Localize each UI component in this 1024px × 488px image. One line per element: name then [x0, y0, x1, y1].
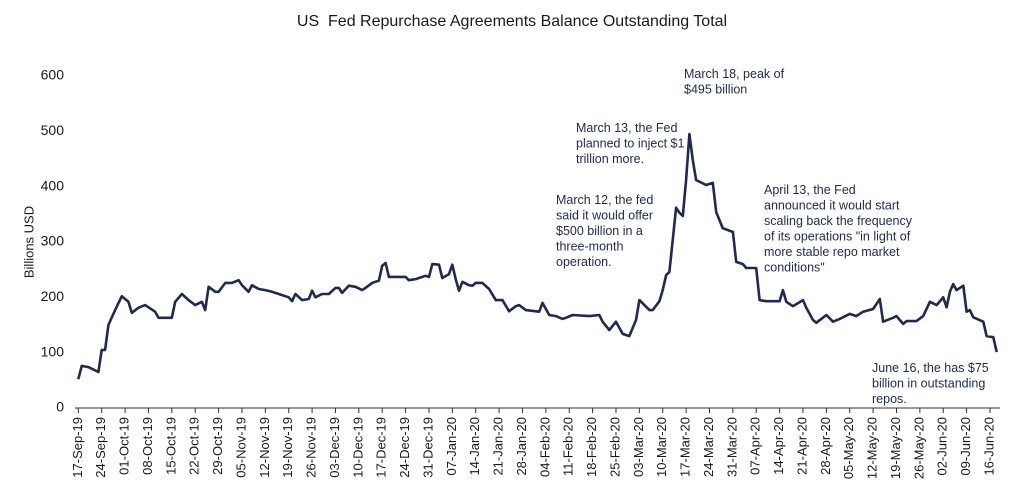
x-tick-label: 22-Oct-19 [187, 417, 202, 475]
annotation: said it would offer [556, 209, 653, 223]
y-tick-label: 400 [41, 177, 65, 193]
y-tick-label: 300 [41, 233, 65, 249]
annotation: three-month [556, 240, 623, 254]
x-tick-label: 21-Apr-20 [794, 417, 809, 475]
y-tick-label: 600 [41, 67, 65, 83]
x-tick-label: 26-May-20 [911, 417, 926, 479]
annotation: $500 billion in a [556, 224, 643, 238]
x-tick-label: 17-Dec-19 [374, 417, 389, 478]
annotation: announced it would start [764, 199, 900, 213]
x-tick-label: 18-Feb-20 [584, 417, 599, 477]
x-tick-label: 05-May-20 [841, 417, 856, 479]
x-tick-label: 29-Oct-19 [210, 417, 225, 475]
x-tick-label: 08-Oct-19 [140, 417, 155, 475]
x-tick-label: 14-Apr-20 [771, 417, 786, 475]
x-tick-label: 05-Nov-19 [233, 417, 248, 478]
annotation: March 12, the fed [556, 193, 653, 207]
x-tick-label: 24-Sep-19 [93, 417, 108, 478]
y-tick-label: 100 [41, 343, 65, 359]
data-line [77, 132, 998, 380]
x-tick-label: 24-Dec-19 [397, 417, 412, 478]
y-tick-label: 0 [56, 399, 64, 415]
annotation: scaling back the frequency [764, 214, 913, 228]
x-tick-label: 17-Mar-20 [678, 417, 693, 477]
x-tick-label: 28-Jan-20 [514, 417, 529, 476]
x-tick-label: 21-Jan-20 [491, 417, 506, 476]
x-tick-label: 10-Mar-20 [654, 417, 669, 477]
x-tick-label: 14-Jan-20 [467, 417, 482, 476]
x-tick-label: 31-Mar-20 [724, 417, 739, 477]
annotation: more stable repo market [764, 245, 900, 259]
annotation: April 13, the Fed [764, 183, 856, 197]
annotation: conditions" [764, 261, 825, 275]
x-tick-label: 15-Oct-19 [163, 417, 178, 475]
x-tick-label: 02-Jun-20 [935, 417, 950, 476]
x-tick-label: 19-May-20 [888, 417, 903, 479]
annotation: of its operations "in light of [764, 230, 911, 244]
x-tick-label: 31-Dec-19 [420, 417, 435, 478]
x-tick-label: 07-Apr-20 [748, 417, 763, 475]
x-tick-label: 24-Mar-20 [701, 417, 716, 477]
annotation: March 18, peak of [684, 67, 785, 81]
x-tick-label: 09-Jun-20 [958, 417, 973, 476]
annotation: March 13, the Fed [576, 121, 677, 135]
x-tick-label: 10-Dec-19 [350, 417, 365, 478]
x-tick-label: 01-Oct-19 [117, 417, 132, 475]
annotation: $495 billion [684, 83, 747, 97]
x-tick-label: 11-Feb-20 [561, 417, 576, 476]
x-tick-label: 17-Sep-19 [70, 417, 85, 478]
x-tick-label: 26-Nov-19 [304, 417, 319, 478]
annotation: billion in outstanding [872, 377, 985, 391]
x-tick-label: 16-Jun-20 [981, 417, 996, 476]
annotation: planned to inject $1 [576, 137, 684, 151]
x-tick-label: 28-Apr-20 [818, 417, 833, 475]
x-tick-label: 07-Jan-20 [444, 417, 459, 476]
x-tick-label: 25-Feb-20 [607, 417, 622, 477]
annotation: repos. [872, 392, 907, 406]
annotation: trillion more. [576, 152, 644, 166]
y-tick-label: 200 [41, 288, 65, 304]
y-tick-label: 500 [41, 122, 65, 138]
x-tick-label: 12-May-20 [865, 417, 880, 479]
x-tick-label: 03-Dec-19 [327, 417, 342, 478]
x-tick-label: 19-Nov-19 [280, 417, 295, 478]
y-axis-label: Billions USD [21, 206, 36, 278]
chart-title: US Fed Repurchase Agreements Balance Out… [297, 13, 727, 30]
x-tick-label: 12-Nov-19 [257, 417, 272, 478]
x-tick-label: 04-Feb-20 [537, 417, 552, 477]
annotation: June 16, the has $75 [872, 361, 989, 375]
annotation: operation. [556, 255, 612, 269]
x-tick-label: 03-Mar-20 [631, 417, 646, 477]
